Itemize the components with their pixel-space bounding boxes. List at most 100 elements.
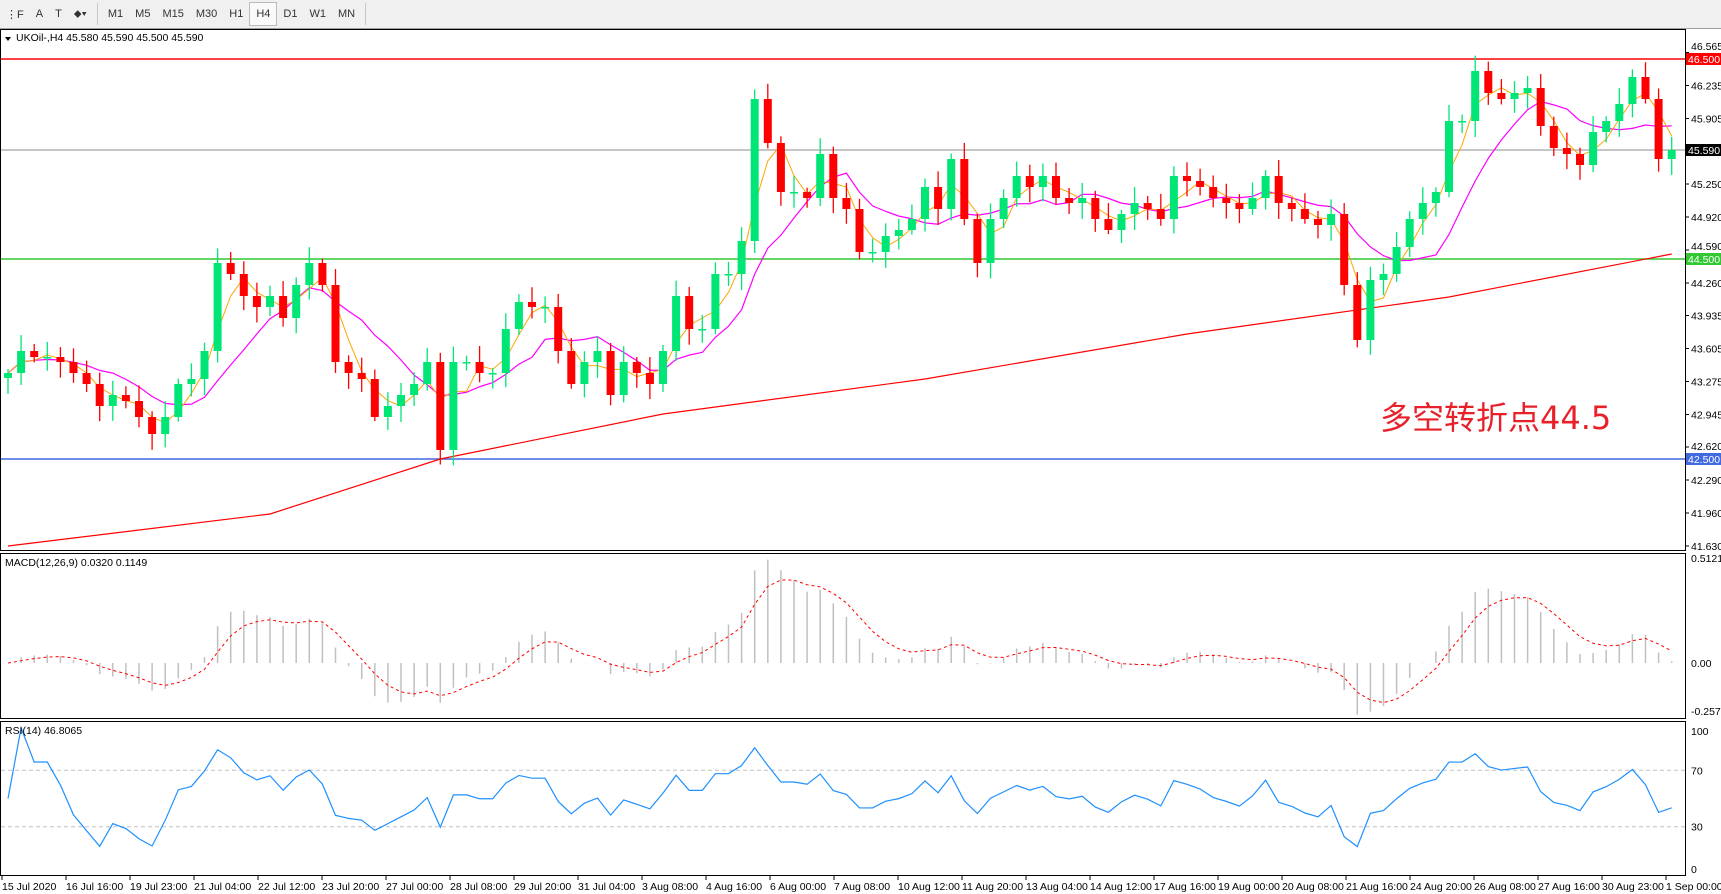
candle-body xyxy=(108,395,117,406)
time-label: 24 Aug 20:00 xyxy=(1410,881,1472,893)
candle-body xyxy=(1183,176,1191,181)
time-label: 19 Jul 23:00 xyxy=(130,881,187,893)
candle-body xyxy=(1065,198,1074,203)
candle-body xyxy=(17,351,26,373)
candle-body xyxy=(593,351,602,362)
time-label: 31 Jul 04:00 xyxy=(578,881,635,893)
candle-body xyxy=(1327,214,1336,225)
candle-body xyxy=(1549,126,1558,148)
timeframe-d1-button[interactable]: D1 xyxy=(283,8,298,20)
candle-body xyxy=(790,192,798,194)
candle-body xyxy=(121,395,130,401)
price-tick-label: 43.275 xyxy=(1691,377,1721,389)
candle-body xyxy=(95,384,104,406)
periods-icon[interactable]: ⋮F xyxy=(6,8,24,21)
candle-body xyxy=(776,143,785,192)
candle-body xyxy=(1589,132,1598,165)
candle-body xyxy=(960,159,969,219)
macd-tick-label: 0.5121 xyxy=(1691,553,1721,565)
candle-body xyxy=(868,252,877,254)
candle-body xyxy=(1484,71,1493,93)
candle-body xyxy=(698,329,707,331)
text-tool-icon[interactable]: A xyxy=(35,8,44,20)
macd-tick-label: 0.00 xyxy=(1691,658,1712,670)
price-tick-label: 44.590 xyxy=(1691,241,1721,253)
candle-body xyxy=(1576,154,1584,165)
candle-body xyxy=(1431,192,1440,203)
candle-body xyxy=(279,296,288,318)
candle-body xyxy=(1222,198,1231,203)
candle-body xyxy=(855,209,864,252)
main-panel xyxy=(0,29,1686,551)
candle-body xyxy=(541,307,550,309)
candle-body xyxy=(1379,274,1388,280)
candle-body xyxy=(239,274,248,296)
candle-body xyxy=(1405,219,1414,247)
candle-body xyxy=(1418,203,1427,219)
price-tick-label: 46.235 xyxy=(1691,81,1721,93)
price-tick-label: 41.960 xyxy=(1691,508,1721,520)
candle-body xyxy=(763,99,772,143)
time-label: 14 Aug 12:00 xyxy=(1090,881,1152,893)
price-level-label: 42.500 xyxy=(1688,454,1720,466)
text-label-tool-icon[interactable]: T xyxy=(55,8,62,20)
price-tick-label: 41.630 xyxy=(1691,541,1721,553)
timeframe-m15-button[interactable]: M15 xyxy=(162,8,184,20)
candle-body xyxy=(1235,203,1244,209)
price-tick-label: 46.565 xyxy=(1691,41,1721,53)
macd-signal-line xyxy=(7,579,1672,704)
candle-body xyxy=(174,384,183,417)
time-label: 27 Jul 00:00 xyxy=(386,881,443,893)
time-label: 3 Aug 08:00 xyxy=(642,881,698,893)
timeframe-m5-button[interactable]: M5 xyxy=(135,8,151,20)
candle-body xyxy=(331,285,340,362)
candle-body xyxy=(672,296,681,351)
timeframe-m1-button[interactable]: M1 xyxy=(107,8,124,20)
price-tick-label: 44.920 xyxy=(1691,212,1721,224)
rsi-panel xyxy=(0,721,1686,876)
candle-body xyxy=(999,198,1008,219)
candle-body xyxy=(266,296,274,307)
candle-body xyxy=(1196,181,1205,187)
candle-body xyxy=(30,351,39,357)
time-label: 21 Jul 04:00 xyxy=(194,881,251,893)
candle-body xyxy=(423,362,432,384)
candle-body xyxy=(1353,285,1362,340)
candle-body xyxy=(1274,176,1283,203)
candle-body xyxy=(383,406,392,417)
candle-body xyxy=(907,219,916,230)
time-label: 21 Aug 16:00 xyxy=(1346,881,1408,893)
chart-area[interactable]: 46.565 46.235 45.905 45.250 44.920 44.590 44.2… xyxy=(0,29,1721,894)
candle-body xyxy=(135,401,143,417)
time-label: 23 Jul 20:00 xyxy=(322,881,379,893)
time-label: 26 Aug 08:00 xyxy=(1474,881,1536,893)
candle-body xyxy=(1104,219,1113,230)
price-tick-label: 42.620 xyxy=(1691,441,1721,453)
timeframe-w1-button[interactable]: W1 xyxy=(309,8,326,20)
arrows-tool-icon[interactable]: ⬥▾ xyxy=(73,7,87,20)
candle-body xyxy=(213,263,222,351)
candle-body xyxy=(894,230,903,236)
time-label: 22 Jul 12:00 xyxy=(258,881,315,893)
time-label: 16 Jul 16:00 xyxy=(66,881,123,893)
candle-body xyxy=(1523,88,1532,93)
candle-body xyxy=(1497,93,1506,99)
candle-body xyxy=(750,99,759,241)
candle-body xyxy=(436,362,445,450)
timeframe-m30-button[interactable]: M30 xyxy=(195,8,218,20)
price-level-label: 45.590 xyxy=(1688,145,1720,157)
candle-body xyxy=(1471,71,1480,121)
time-label: 20 Aug 08:00 xyxy=(1282,881,1344,893)
candle-body xyxy=(934,187,943,209)
timeframe-h1-button[interactable]: H1 xyxy=(229,8,244,20)
candle-body xyxy=(1641,77,1650,99)
timeframe-h4-button[interactable]: H4 xyxy=(249,2,278,26)
price-tick-label: 42.290 xyxy=(1691,475,1721,487)
candle-body xyxy=(711,274,720,329)
rsi-header: RSI(14) 46.8065 xyxy=(5,725,82,737)
candle-body xyxy=(305,263,314,285)
timeframe-mn-button[interactable]: MN xyxy=(337,8,356,20)
candle-body xyxy=(632,362,641,373)
candle-body xyxy=(881,236,890,252)
price-tick-label: 44.260 xyxy=(1691,278,1721,290)
